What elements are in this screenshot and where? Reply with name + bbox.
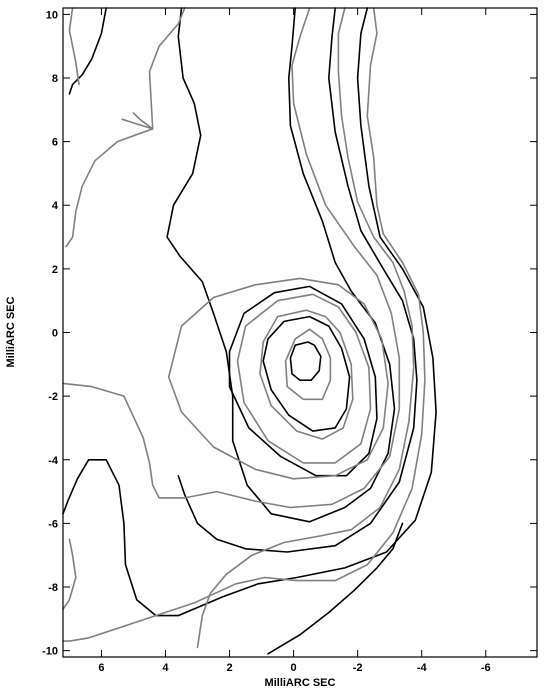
y-tick-label: -8 — [48, 582, 58, 594]
y-tick-label: -4 — [48, 455, 59, 467]
contour-line-b-8 — [68, 7, 80, 86]
plot-frame — [62, 7, 538, 658]
y-tick-label: 2 — [52, 264, 58, 276]
contour-line-b-5 — [62, 7, 401, 509]
y-tick-label: 8 — [52, 73, 58, 85]
y-tick-labels: 10 8 6 4 2 0 -2 -4 -6 -8 -10 — [42, 9, 59, 657]
y-tick-label: -2 — [48, 391, 58, 403]
x-tick-label: 6 — [98, 662, 104, 674]
contour-line-b-11 — [65, 128, 154, 248]
contour-line-b-4 — [167, 277, 389, 480]
y-tick-label: -10 — [42, 646, 58, 658]
x-tick-labels: 6 4 2 0 -2 -4 -6 — [98, 662, 490, 674]
contour-line-b-3 — [236, 293, 372, 464]
contour-line-a-7 — [177, 7, 418, 553]
y-tick-label: 0 — [52, 328, 58, 340]
x-axis-title: MilliARC SEC — [265, 677, 336, 689]
y-tick-label: 6 — [52, 137, 58, 149]
contour-line-a-1 — [289, 341, 322, 381]
contour-line-b-10 — [148, 7, 186, 130]
x-tick-label: 4 — [162, 662, 169, 674]
y-tick-label: -6 — [48, 518, 58, 530]
contour-line-b-9 — [121, 112, 154, 130]
x-tick-label: -6 — [481, 662, 491, 674]
x-tick-label: 0 — [291, 662, 297, 674]
contour-line-b-2 — [259, 309, 354, 440]
contour-line-b-1 — [284, 328, 332, 401]
contour-line-a-4 — [68, 74, 83, 95]
contour-line-b-6 — [196, 7, 415, 649]
contour-line-a-5 — [81, 7, 107, 76]
contour-line-a-2 — [262, 315, 351, 432]
contour-lines — [62, 7, 437, 655]
x-tick-label: -2 — [353, 662, 363, 674]
contour-line-a-8 — [62, 7, 437, 617]
y-tick-label: 10 — [46, 9, 58, 21]
x-tick-label: -4 — [417, 662, 428, 674]
axis-ticks — [63, 8, 537, 657]
contour-line-a-6 — [166, 7, 396, 523]
x-tick-label: 2 — [226, 662, 232, 674]
contour-line-b-12 — [62, 538, 77, 611]
contour-line-a-3 — [228, 285, 378, 477]
contour-line-b-7 — [62, 7, 426, 642]
y-axis-title: MilliARC SEC — [5, 297, 17, 368]
contour-line-a-9 — [267, 522, 404, 655]
y-tick-label: 4 — [52, 200, 59, 212]
